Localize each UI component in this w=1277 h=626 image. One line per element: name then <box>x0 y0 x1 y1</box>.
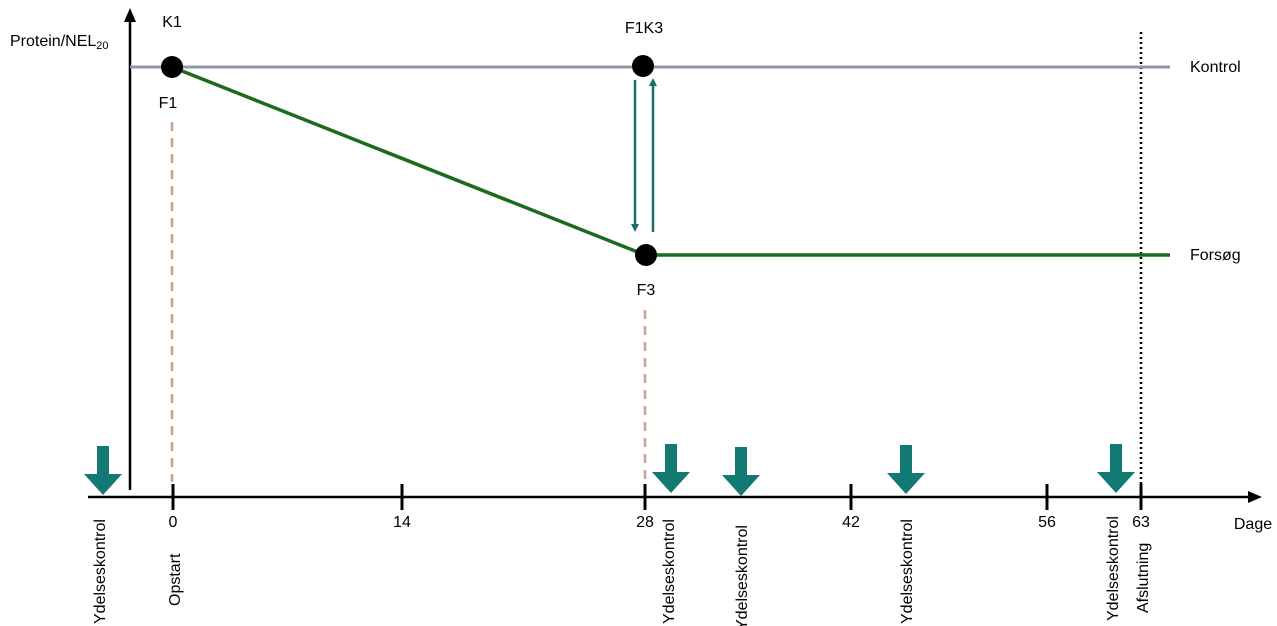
event-label: Ydelseskontrol <box>92 519 109 624</box>
event-arrow <box>652 444 690 493</box>
point-label: F1 <box>159 95 178 112</box>
point-label: K1 <box>162 14 182 31</box>
event-label: Ydelseskontrol <box>1105 516 1122 621</box>
point <box>635 244 657 266</box>
event-arrow <box>887 445 925 494</box>
point <box>632 55 654 77</box>
x-axis-arrow <box>1248 491 1262 503</box>
x-tick-label: 63 <box>1132 514 1150 531</box>
ticks <box>171 484 1143 510</box>
point <box>161 56 183 78</box>
line-label: Forsøg <box>1190 247 1241 264</box>
line-label: Kontrol <box>1190 59 1241 76</box>
x-tick-label: 0 <box>169 514 178 531</box>
event-label: Afslutning <box>1135 543 1152 613</box>
y-label-main: Protein/NEL <box>10 33 96 50</box>
x-axis-label: Dage <box>1234 516 1272 533</box>
event-arrow <box>1097 444 1135 493</box>
x-tick-label: 42 <box>842 514 860 531</box>
x-tick-label: 28 <box>636 514 654 531</box>
x-tick-label: 14 <box>393 514 411 531</box>
event-arrow <box>84 446 122 495</box>
event-arrow <box>722 447 760 496</box>
event-label: Ydelseskontrol <box>734 525 751 626</box>
y-axis-label: Protein/NEL20 <box>10 33 109 52</box>
event-label: Ydelseskontrol <box>661 519 678 624</box>
event-label: Ydelseskontrol <box>899 519 916 624</box>
y-label-sub: 20 <box>96 40 108 52</box>
event-label: Opstart <box>167 553 184 606</box>
point-label: F1K3 <box>625 20 663 37</box>
y-axis-arrow <box>124 8 136 22</box>
event-arrows <box>84 444 1135 496</box>
point-label: F3 <box>637 282 656 299</box>
axes <box>88 8 1262 503</box>
x-tick-label: 56 <box>1038 514 1056 531</box>
trial-line <box>171 65 1170 257</box>
